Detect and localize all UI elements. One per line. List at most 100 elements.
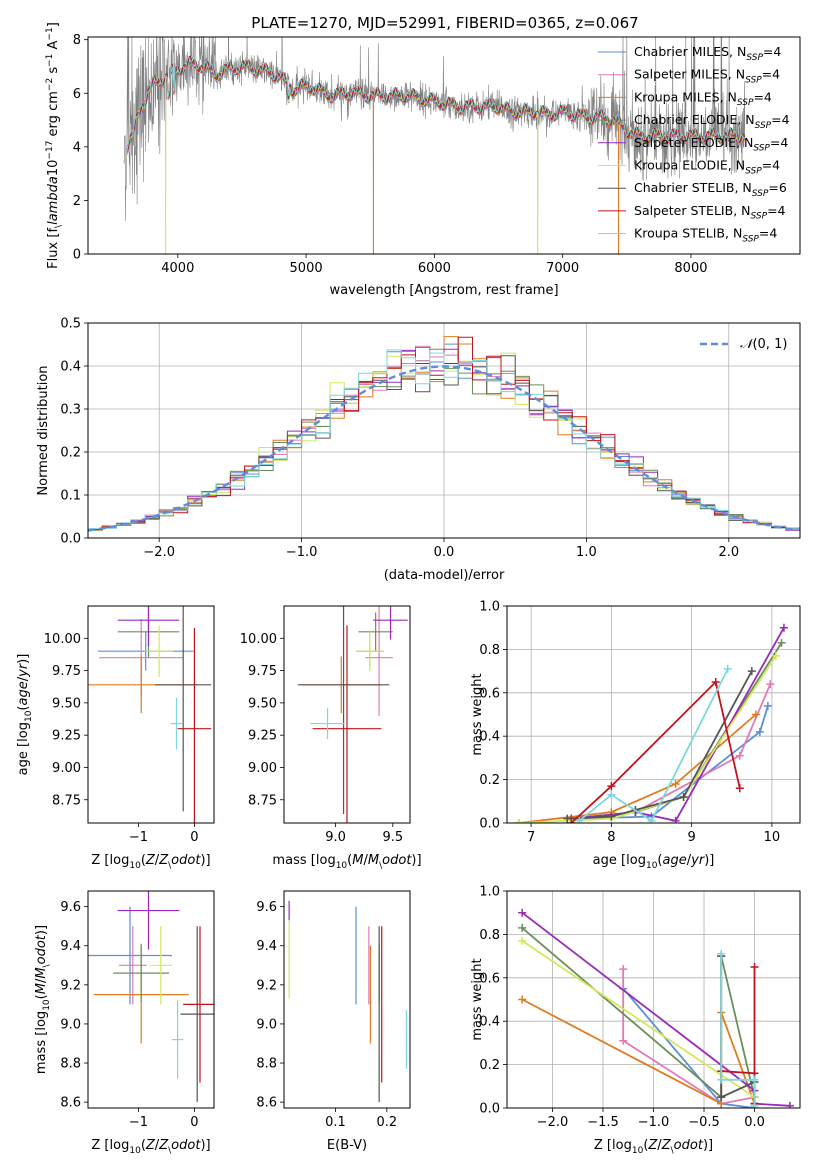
errorbar-point xyxy=(118,926,147,1005)
weight-marker xyxy=(750,962,759,971)
errorbar-point xyxy=(172,1000,184,1079)
errorbar-point xyxy=(117,891,180,950)
weight-marker xyxy=(785,1101,794,1108)
y-tick-label: 9.00 xyxy=(248,761,277,776)
y-tick-label: 9.4 xyxy=(256,939,277,954)
axes-age-vs-mass: 9.0 9.5 8.75 9.00 9.25 9.50 9.75 10.00 mass [log… xyxy=(240,605,422,871)
x-axis-label: mass [log10​(M/M\​odot)] xyxy=(272,853,421,871)
y-tick-label: 0.1 xyxy=(60,489,81,504)
x-axis-label: E(B-V) xyxy=(327,1138,367,1153)
x-axis-label: Z [log10​(Z/Z\​odot)] xyxy=(594,1138,713,1156)
errorbar-point xyxy=(183,926,214,1083)
y-tick-label: 9.00 xyxy=(52,761,81,776)
weight-marker xyxy=(619,965,628,974)
y-tick-label: 9.50 xyxy=(52,696,81,711)
weight-line xyxy=(567,670,753,820)
weight-marker xyxy=(751,710,760,719)
legend-label: Chabrier STELIB, NSSP​=6 xyxy=(634,180,787,199)
y-tick-label: 0.5 xyxy=(60,317,81,332)
y-tick-label: 9.0 xyxy=(60,1017,81,1032)
errorbar-point xyxy=(356,631,384,671)
errorbar-point xyxy=(297,606,390,814)
plot-area xyxy=(88,891,214,1103)
x-tick-label: 7 xyxy=(527,830,535,845)
weight-series xyxy=(575,664,732,823)
y-tick-label: 8.8 xyxy=(60,1057,81,1072)
x-tick-label: −1.0 xyxy=(286,545,318,560)
errorbar-point xyxy=(113,943,170,1003)
y-tick-label: 0.0 xyxy=(479,1102,500,1117)
weight-series xyxy=(515,651,780,823)
weight-marker xyxy=(679,792,688,801)
y-tick-label: 9.50 xyxy=(248,696,277,711)
errorbar-point xyxy=(88,906,172,1005)
y-axis-label: age [log10​(age/yr)] xyxy=(16,654,34,776)
y-tick-label: 8 xyxy=(73,33,81,48)
weight-marker xyxy=(518,936,527,945)
weight-marker xyxy=(717,1075,726,1084)
x-axis-label: Z [log10​(Z/Z\​odot)] xyxy=(91,853,210,871)
figure-title: PLATE=1270, MJD=52991, FIBERID=0365, z=0… xyxy=(251,14,638,32)
y-tick-label: 9.25 xyxy=(52,729,81,744)
weight-series xyxy=(567,638,786,823)
axes-mass-vs-ebv: 0.1 0.2 8.6 8.8 9.0 9.2 9.4 9.6 E(B-V) xyxy=(256,890,411,1153)
y-tick-label: 0 xyxy=(73,248,81,263)
legend-label: Kroupa STELIB, NSSP​=4 xyxy=(634,226,777,245)
weight-marker xyxy=(766,680,775,689)
legend-label: Salpeter STELIB, NSSP​=4 xyxy=(634,203,786,222)
weight-marker xyxy=(518,923,527,932)
y-tick-label: 6 xyxy=(73,87,81,102)
y-tick-label: 8.8 xyxy=(256,1057,277,1072)
axes-frame xyxy=(283,605,411,824)
weight-marker xyxy=(619,1036,628,1045)
y-tick-label: 0.2 xyxy=(479,1058,500,1073)
plot-area xyxy=(123,37,746,254)
weight-marker xyxy=(750,1101,759,1108)
y-tick-label: 2 xyxy=(73,194,81,209)
weight-series xyxy=(575,701,772,823)
errorbar-point xyxy=(170,697,183,750)
weight-series xyxy=(717,949,759,1108)
y-tick-label: 9.4 xyxy=(60,939,81,954)
plot-area xyxy=(88,606,212,823)
weight-series xyxy=(567,623,788,823)
errorbar-point xyxy=(177,627,212,823)
x-tick-label: −2.0 xyxy=(537,1115,569,1130)
y-tick-label: 0.4 xyxy=(479,1015,500,1030)
weight-marker xyxy=(717,949,726,958)
axes-frame xyxy=(506,890,801,1109)
axes-weight-vs-Z: −2.0 −1.5 −1.0 −0.5 0.0 0.0 0.2 0.4 0.6 0.8 1.0 Z [… xyxy=(470,885,801,1156)
y-tick-label: 9.0 xyxy=(256,1017,277,1032)
weight-marker xyxy=(515,819,524,823)
weight-marker xyxy=(763,701,772,710)
model-spectrum-line xyxy=(126,55,745,151)
y-tick-label: 8.6 xyxy=(60,1096,81,1111)
x-axis-label: age [log10​(age/yr)] xyxy=(593,853,715,871)
y-tick-label: 0.6 xyxy=(479,686,500,701)
x-tick-label: −1 xyxy=(129,830,148,845)
x-tick-label: 0 xyxy=(190,830,198,845)
y-tick-label: 8.75 xyxy=(52,793,81,808)
y-tick-label: 10.00 xyxy=(240,632,277,647)
errorbar-point xyxy=(117,606,180,647)
legend-label: Chabrier ELODIE, NSSP​=4 xyxy=(634,112,790,131)
y-tick-label: 0.4 xyxy=(479,730,500,745)
legend-label: Kroupa ELODIE, NSSP​=4 xyxy=(634,158,780,177)
y-tick-label: 0.4 xyxy=(60,360,81,375)
y-tick-label: 0.2 xyxy=(60,446,81,461)
weight-line xyxy=(579,705,769,820)
x-tick-label: −1.0 xyxy=(638,1115,670,1130)
x-tick-label: 10 xyxy=(764,830,781,845)
weight-line xyxy=(578,668,729,823)
axes-frame xyxy=(506,605,801,824)
errorbar-point xyxy=(373,606,408,640)
axes-age-vs-Z: −1 0 8.75 9.00 9.25 9.50 9.75 10.00 Z [log10​(Z/… xyxy=(16,605,215,871)
x-tick-label: 0.0 xyxy=(434,545,455,560)
weight-marker xyxy=(671,816,680,823)
axes-frame xyxy=(87,36,801,255)
y-tick-label: 0.8 xyxy=(479,928,500,943)
weight-marker xyxy=(563,814,572,823)
axes-frame xyxy=(87,322,801,539)
weight-series xyxy=(567,677,744,823)
